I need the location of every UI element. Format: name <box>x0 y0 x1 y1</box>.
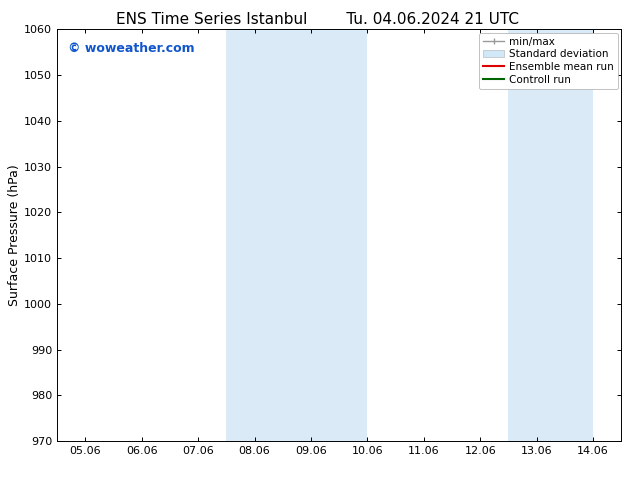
Bar <box>508 29 593 441</box>
Text: © woweather.com: © woweather.com <box>68 42 195 55</box>
Y-axis label: Surface Pressure (hPa): Surface Pressure (hPa) <box>8 164 22 306</box>
Bar <box>226 29 368 441</box>
Text: ENS Time Series Istanbul        Tu. 04.06.2024 21 UTC: ENS Time Series Istanbul Tu. 04.06.2024 … <box>115 12 519 27</box>
Legend: min/max, Standard deviation, Ensemble mean run, Controll run: min/max, Standard deviation, Ensemble me… <box>479 32 618 89</box>
